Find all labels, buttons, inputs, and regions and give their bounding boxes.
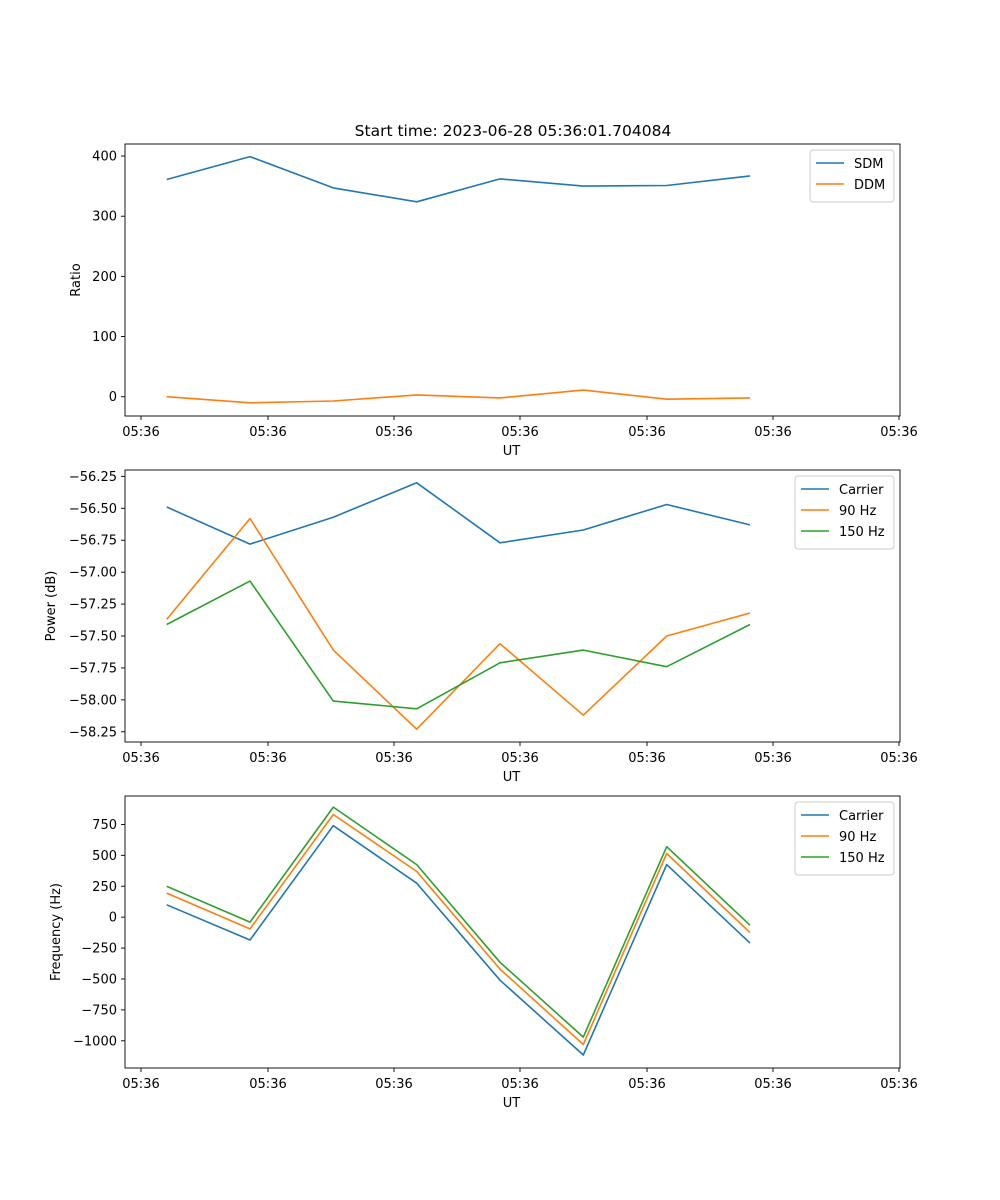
series-line-150-hz — [166, 806, 751, 1038]
legend: Carrier 90 Hz 150 Hz — [794, 475, 895, 550]
x-tick-label: 05:36 — [628, 425, 665, 440]
y-tick-label: 400 — [92, 150, 117, 165]
y-tick-label: 750 — [92, 818, 117, 833]
series-line-carrier — [166, 481, 751, 545]
x-axis-label: UT — [503, 770, 521, 785]
x-tick-label: 05:36 — [628, 751, 665, 766]
legend-label: 90 Hz — [839, 504, 876, 519]
x-tick-label: 05:36 — [754, 1077, 791, 1092]
x-tick-label: 05:36 — [501, 1077, 538, 1092]
y-tick-label: 0 — [109, 911, 117, 926]
panel-2: −58.25 −58.00 −57.75 −57.50 −57.25 −57.00 −56.… — [44, 469, 918, 785]
x-tick-label: 05:36 — [880, 425, 917, 440]
y-tick-label: −56.50 — [69, 502, 117, 517]
y-tick-label: −56.25 — [69, 470, 117, 485]
legend-label: SDM — [854, 157, 883, 172]
figure-title: Start time: 2023-06-28 05:36:01.704084 — [355, 122, 672, 140]
panel-1: 0 100 200 300 400 05:36 05:36 05:36 05:36 05:36 05… — [69, 143, 918, 459]
x-tick-label: 05:36 — [122, 425, 159, 440]
legend-label: Carrier — [839, 809, 884, 824]
legend-label: 150 Hz — [839, 851, 885, 866]
x-tick-label: 05:36 — [122, 1077, 159, 1092]
x-tick-label: 05:36 — [501, 425, 538, 440]
y-tick-label: −58.25 — [69, 725, 117, 740]
x-tick-label: 05:36 — [880, 1077, 917, 1092]
x-tick-label: 05:36 — [754, 751, 791, 766]
y-tick-label: −500 — [81, 972, 117, 987]
x-tick-label: 05:36 — [375, 751, 412, 766]
y-tick-label: −57.75 — [69, 661, 117, 676]
y-axis-label: Power (dB) — [44, 571, 59, 642]
x-tick-label: 05:36 — [880, 751, 917, 766]
y-axis-label: Frequency (Hz) — [49, 883, 64, 981]
y-tick-label: 100 — [92, 330, 117, 345]
y-tick-label: 0 — [109, 390, 117, 405]
series-line-150-hz — [166, 580, 751, 710]
series-line-carrier — [166, 824, 751, 1056]
series-line-sdm — [166, 155, 751, 203]
y-tick-label: −56.75 — [69, 534, 117, 549]
y-tick-label: −57.25 — [69, 598, 117, 613]
legend: Carrier 90 Hz 150 Hz — [794, 801, 895, 876]
series-line-90-hz — [166, 813, 751, 1046]
series-line-90-hz — [166, 517, 751, 731]
axes-frame — [124, 143, 901, 417]
axes-frame — [124, 795, 901, 1069]
x-tick-label: 05:36 — [754, 425, 791, 440]
y-tick-label: −58.00 — [69, 693, 117, 708]
x-tick-label: 05:36 — [375, 1077, 412, 1092]
x-tick-label: 05:36 — [122, 751, 159, 766]
x-tick-label: 05:36 — [628, 1077, 665, 1092]
legend-label: 150 Hz — [839, 525, 885, 540]
y-tick-label: −57.00 — [69, 566, 117, 581]
y-tick-label: −57.50 — [69, 630, 117, 645]
y-tick-label: 200 — [92, 270, 117, 285]
y-tick-label: −1000 — [73, 1034, 117, 1049]
y-tick-label: 500 — [92, 849, 117, 864]
y-tick-label: −750 — [81, 1003, 117, 1018]
axes-frame — [124, 469, 901, 743]
series-line-ddm — [166, 389, 751, 404]
x-tick-label: 05:36 — [375, 425, 412, 440]
legend-label: 90 Hz — [839, 830, 876, 845]
y-tick-label: 250 — [92, 880, 117, 895]
x-tick-label: 05:36 — [249, 1077, 286, 1092]
x-tick-label: 05:36 — [249, 751, 286, 766]
legend: SDM DDM — [809, 149, 895, 203]
panel-3: −1000 −750 −500 −250 0 250 500 750 05:36 05:36 05:… — [49, 795, 918, 1111]
x-axis-label: UT — [503, 444, 521, 459]
y-tick-label: −250 — [81, 942, 117, 957]
y-tick-label: 300 — [92, 210, 117, 225]
x-tick-label: 05:36 — [249, 425, 286, 440]
y-axis-label: Ratio — [69, 263, 84, 296]
legend-label: Carrier — [839, 483, 884, 498]
legend-label: DDM — [854, 178, 885, 193]
x-axis-label: UT — [503, 1096, 521, 1111]
x-tick-label: 05:36 — [501, 751, 538, 766]
